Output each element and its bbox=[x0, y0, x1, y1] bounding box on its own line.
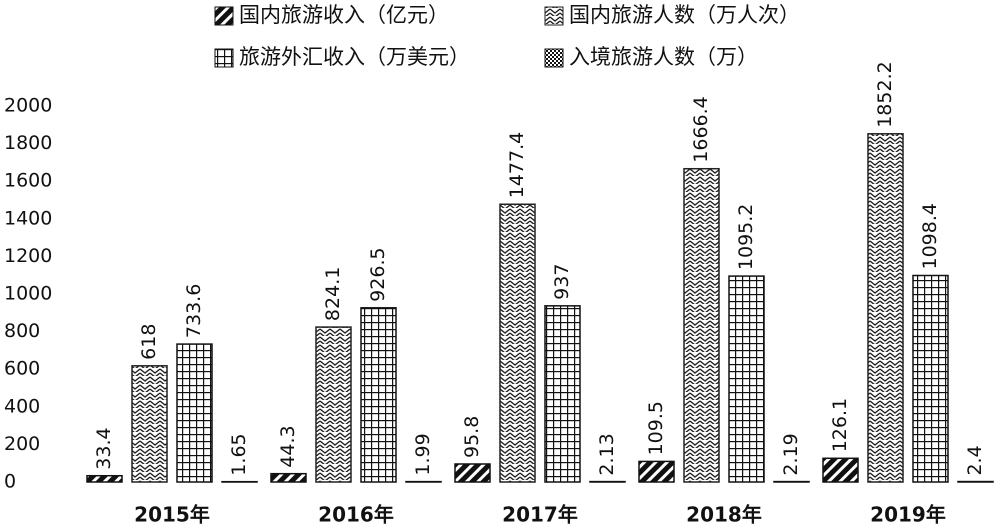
bar bbox=[131, 365, 168, 483]
legend-label: 旅游外汇收入（万美元） bbox=[239, 45, 470, 69]
x-tick-label: 2016年 bbox=[318, 503, 394, 527]
value-label: 44.3 bbox=[277, 425, 299, 467]
value-label: 126.1 bbox=[829, 398, 851, 452]
value-label: 2.19 bbox=[780, 433, 802, 475]
y-tick-label: 400 bbox=[4, 395, 40, 417]
bar bbox=[683, 167, 720, 483]
bar bbox=[315, 326, 352, 483]
value-label: 109.5 bbox=[645, 401, 667, 455]
legend-swatch bbox=[544, 6, 564, 26]
x-tick-label: 2017年 bbox=[502, 503, 578, 527]
y-tick-label: 1800 bbox=[4, 132, 52, 154]
x-tick-label: 2015年 bbox=[134, 503, 210, 527]
value-label: 1477.4 bbox=[506, 132, 528, 198]
bar bbox=[728, 275, 765, 483]
value-label: 824.1 bbox=[322, 267, 344, 321]
legend-swatch bbox=[214, 6, 234, 26]
y-tick-label: 600 bbox=[4, 358, 40, 380]
y-tick-label: 1600 bbox=[4, 170, 52, 192]
legend-swatch bbox=[214, 48, 234, 68]
bar bbox=[270, 472, 307, 483]
value-label: 2.4 bbox=[964, 445, 986, 475]
value-label: 33.4 bbox=[93, 427, 115, 469]
bar bbox=[176, 343, 213, 483]
value-label: 2.13 bbox=[596, 433, 618, 475]
x-tick-label: 2019年 bbox=[870, 503, 946, 527]
legend-swatch bbox=[544, 48, 564, 68]
y-tick-label: 800 bbox=[4, 320, 40, 342]
value-label: 1095.2 bbox=[735, 204, 757, 270]
legend-label: 入境旅游人数（万） bbox=[569, 45, 758, 69]
bar bbox=[454, 463, 491, 483]
y-tick-label: 200 bbox=[4, 433, 40, 455]
bar bbox=[86, 474, 123, 483]
y-tick-label: 1200 bbox=[4, 245, 52, 267]
legend-label: 国内旅游收入（亿元） bbox=[239, 3, 449, 27]
y-tick-label: 0 bbox=[4, 471, 16, 493]
bar bbox=[822, 457, 859, 483]
value-label: 926.5 bbox=[367, 247, 389, 301]
value-label: 1.65 bbox=[228, 433, 250, 475]
value-label: 1.99 bbox=[412, 433, 434, 475]
bar bbox=[638, 460, 675, 483]
y-tick-label: 1000 bbox=[4, 283, 52, 305]
value-label: 1098.4 bbox=[919, 203, 941, 269]
bar bbox=[544, 305, 581, 483]
value-label: 618 bbox=[138, 324, 160, 360]
y-tick-label: 2000 bbox=[4, 95, 52, 117]
bar bbox=[360, 307, 397, 483]
bar bbox=[499, 203, 536, 483]
bar bbox=[912, 274, 949, 483]
value-label: 95.8 bbox=[461, 416, 483, 458]
legend-label: 国内旅游人数（万人次） bbox=[569, 3, 800, 27]
bar bbox=[867, 133, 904, 483]
y-tick-label: 1400 bbox=[4, 207, 52, 229]
value-label: 733.6 bbox=[183, 284, 205, 338]
x-tick-label: 2018年 bbox=[686, 503, 762, 527]
value-label: 937 bbox=[551, 264, 573, 300]
value-label: 1852.2 bbox=[874, 61, 896, 127]
value-label: 1666.4 bbox=[690, 96, 712, 162]
